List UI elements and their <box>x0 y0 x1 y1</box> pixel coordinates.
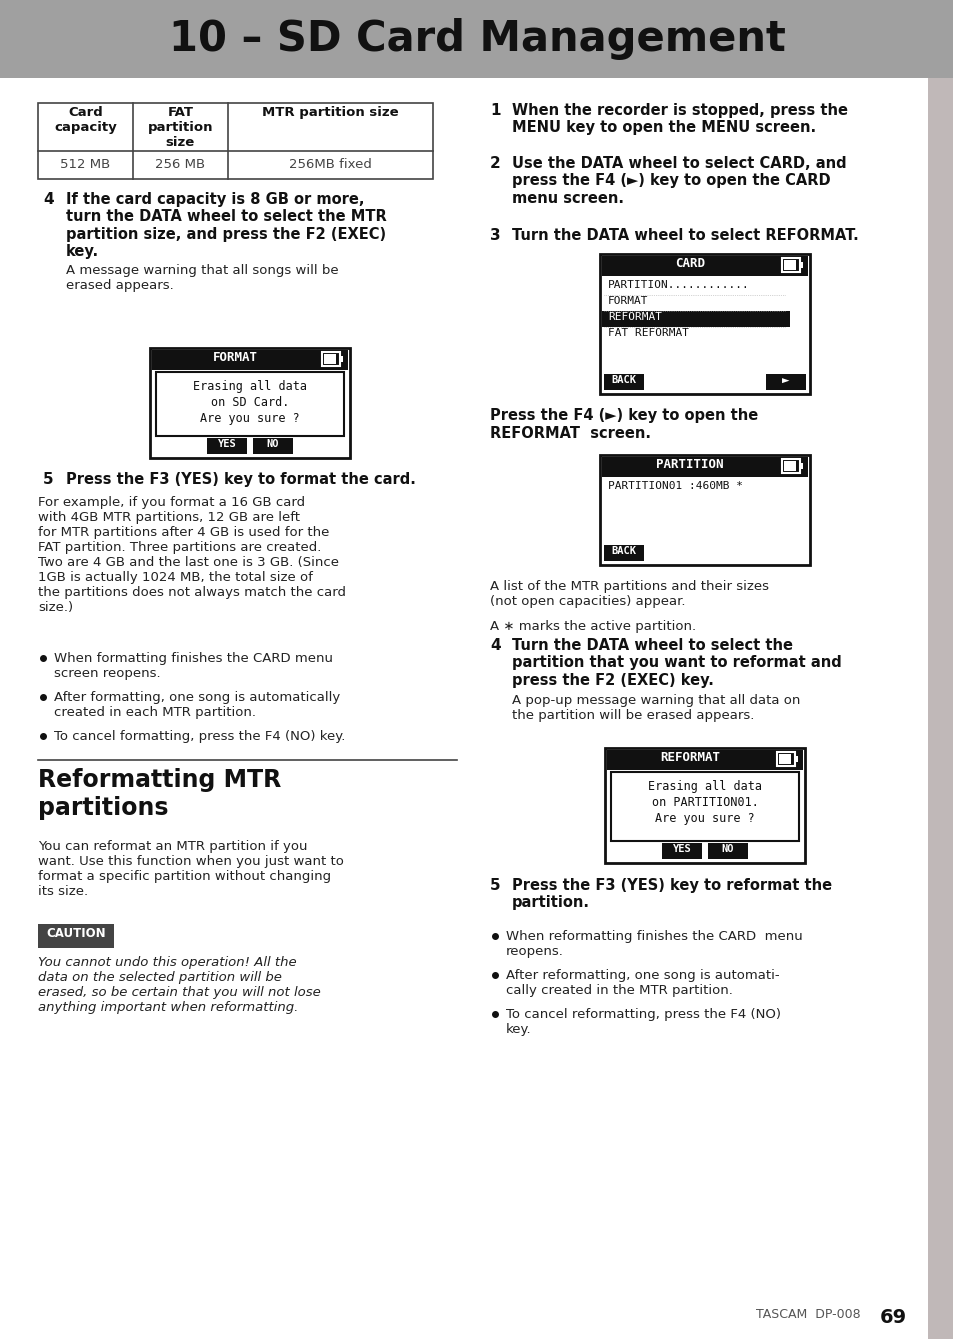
Bar <box>610 773 799 841</box>
Bar <box>707 844 747 860</box>
Bar <box>152 349 348 370</box>
Bar <box>601 256 807 276</box>
Text: 256MB fixed: 256MB fixed <box>289 158 372 171</box>
Text: 5: 5 <box>43 473 53 487</box>
Bar <box>150 348 350 458</box>
Text: on SD Card.: on SD Card. <box>211 396 289 408</box>
Text: YES: YES <box>672 844 691 854</box>
Text: Reformatting MTR
partitions: Reformatting MTR partitions <box>38 769 281 819</box>
Text: 256 MB: 256 MB <box>155 158 205 171</box>
Bar <box>781 258 800 272</box>
Bar <box>0 0 953 78</box>
Text: When formatting finishes the CARD menu
screen reopens.: When formatting finishes the CARD menu s… <box>54 652 333 680</box>
Text: 4: 4 <box>43 191 53 208</box>
Bar <box>783 260 795 270</box>
Text: NO: NO <box>267 439 279 449</box>
Bar <box>800 262 802 268</box>
Bar <box>601 457 807 477</box>
Text: NO: NO <box>721 844 734 854</box>
Text: Are you sure ?: Are you sure ? <box>655 811 754 825</box>
Bar <box>156 372 344 437</box>
Text: PARTITION: PARTITION <box>656 458 723 471</box>
Bar <box>776 753 794 766</box>
Text: Press the F4 (►) key to open the: Press the F4 (►) key to open the <box>490 408 758 423</box>
Text: If the card capacity is 8 GB or more,
turn the DATA wheel to select the MTR
part: If the card capacity is 8 GB or more, tu… <box>66 191 386 260</box>
Bar <box>599 455 809 565</box>
Text: PARTITION............: PARTITION............ <box>607 280 749 291</box>
Text: 69: 69 <box>879 1308 906 1327</box>
Text: 3: 3 <box>490 228 500 242</box>
Text: 5: 5 <box>490 878 500 893</box>
Text: REFORMAT: REFORMAT <box>607 312 661 321</box>
Text: on PARTITION01.: on PARTITION01. <box>651 795 758 809</box>
Bar <box>207 438 247 454</box>
Text: FAT REFORMAT: FAT REFORMAT <box>607 328 688 337</box>
Bar <box>38 103 433 179</box>
Bar <box>800 463 802 469</box>
Bar <box>661 844 701 860</box>
Text: FORMAT: FORMAT <box>213 351 257 364</box>
Bar <box>779 754 790 765</box>
Text: After reformatting, one song is automati-
cally created in the MTR partition.: After reformatting, one song is automati… <box>505 969 779 998</box>
Text: A pop-up message warning that all data on
the partition will be erased appears.: A pop-up message warning that all data o… <box>512 694 800 722</box>
Bar <box>38 924 113 948</box>
Text: ►: ► <box>791 312 798 321</box>
Text: 4: 4 <box>490 637 500 653</box>
Text: FAT
partition
size: FAT partition size <box>148 106 213 149</box>
Text: Are you sure ?: Are you sure ? <box>200 412 299 424</box>
Text: 512 MB: 512 MB <box>60 158 111 171</box>
Text: 1: 1 <box>490 103 500 118</box>
Bar <box>253 438 293 454</box>
Text: Turn the DATA wheel to select REFORMAT.: Turn the DATA wheel to select REFORMAT. <box>512 228 858 242</box>
Text: CAUTION: CAUTION <box>46 927 106 940</box>
Text: To cancel reformatting, press the F4 (NO)
key.: To cancel reformatting, press the F4 (NO… <box>505 1008 781 1036</box>
Bar <box>603 374 643 390</box>
Text: When reformatting finishes the CARD  menu
reopens.: When reformatting finishes the CARD menu… <box>505 931 801 957</box>
Text: Use the DATA wheel to select CARD, and
press the F4 (►) key to open the CARD
men: Use the DATA wheel to select CARD, and p… <box>512 157 845 206</box>
Bar <box>781 459 800 473</box>
Bar <box>599 254 809 394</box>
Text: BACK: BACK <box>611 546 636 556</box>
Bar <box>339 356 343 362</box>
Text: PARTITION01 :460MB *: PARTITION01 :460MB * <box>607 481 742 491</box>
Text: Erasing all data: Erasing all data <box>193 380 307 394</box>
Text: FORMAT: FORMAT <box>607 296 648 307</box>
Text: Press the F3 (YES) key to format the card.: Press the F3 (YES) key to format the car… <box>66 473 416 487</box>
Text: A list of the MTR partitions and their sizes
(not open capacities) appear.: A list of the MTR partitions and their s… <box>490 580 768 608</box>
Text: You cannot undo this operation! All the
data on the selected partition will be
e: You cannot undo this operation! All the … <box>38 956 320 1014</box>
Text: CARD: CARD <box>675 257 704 270</box>
Text: BACK: BACK <box>611 375 636 386</box>
Bar <box>322 352 339 366</box>
Bar <box>606 750 802 770</box>
Text: Card
capacity: Card capacity <box>54 106 117 134</box>
Text: 2: 2 <box>490 157 500 171</box>
Bar <box>324 353 335 364</box>
Bar <box>927 0 953 1339</box>
Text: YES: YES <box>217 439 236 449</box>
Text: Erasing all data: Erasing all data <box>647 781 761 793</box>
Bar <box>794 757 797 762</box>
Text: 10 – SD Card Management: 10 – SD Card Management <box>169 17 784 60</box>
Text: REFORMAT: REFORMAT <box>659 751 720 765</box>
Bar <box>603 545 643 561</box>
Text: When the recorder is stopped, press the
MENU key to open the MENU screen.: When the recorder is stopped, press the … <box>512 103 847 135</box>
Text: TASCAM  DP-008: TASCAM DP-008 <box>755 1308 860 1322</box>
Text: A ∗ marks the active partition.: A ∗ marks the active partition. <box>490 620 696 633</box>
Text: To cancel formatting, press the F4 (NO) key.: To cancel formatting, press the F4 (NO) … <box>54 730 345 743</box>
Text: REFORMAT  screen.: REFORMAT screen. <box>490 426 650 441</box>
Bar <box>765 374 805 390</box>
Text: ►: ► <box>781 375 789 388</box>
Text: You can reformat an MTR partition if you
want. Use this function when you just w: You can reformat an MTR partition if you… <box>38 840 343 898</box>
Text: After formatting, one song is automatically
created in each MTR partition.: After formatting, one song is automatica… <box>54 691 340 719</box>
Bar <box>783 461 795 471</box>
Text: Press the F3 (YES) key to reformat the
partition.: Press the F3 (YES) key to reformat the p… <box>512 878 831 911</box>
Text: MTR partition size: MTR partition size <box>262 106 398 119</box>
Bar <box>601 311 789 327</box>
Text: A message warning that all songs will be
erased appears.: A message warning that all songs will be… <box>66 264 338 292</box>
Text: Turn the DATA wheel to select the
partition that you want to reformat and
press : Turn the DATA wheel to select the partit… <box>512 637 841 688</box>
Bar <box>604 749 804 864</box>
Text: For example, if you format a 16 GB card
with 4GB MTR partitions, 12 GB are left
: For example, if you format a 16 GB card … <box>38 495 346 615</box>
